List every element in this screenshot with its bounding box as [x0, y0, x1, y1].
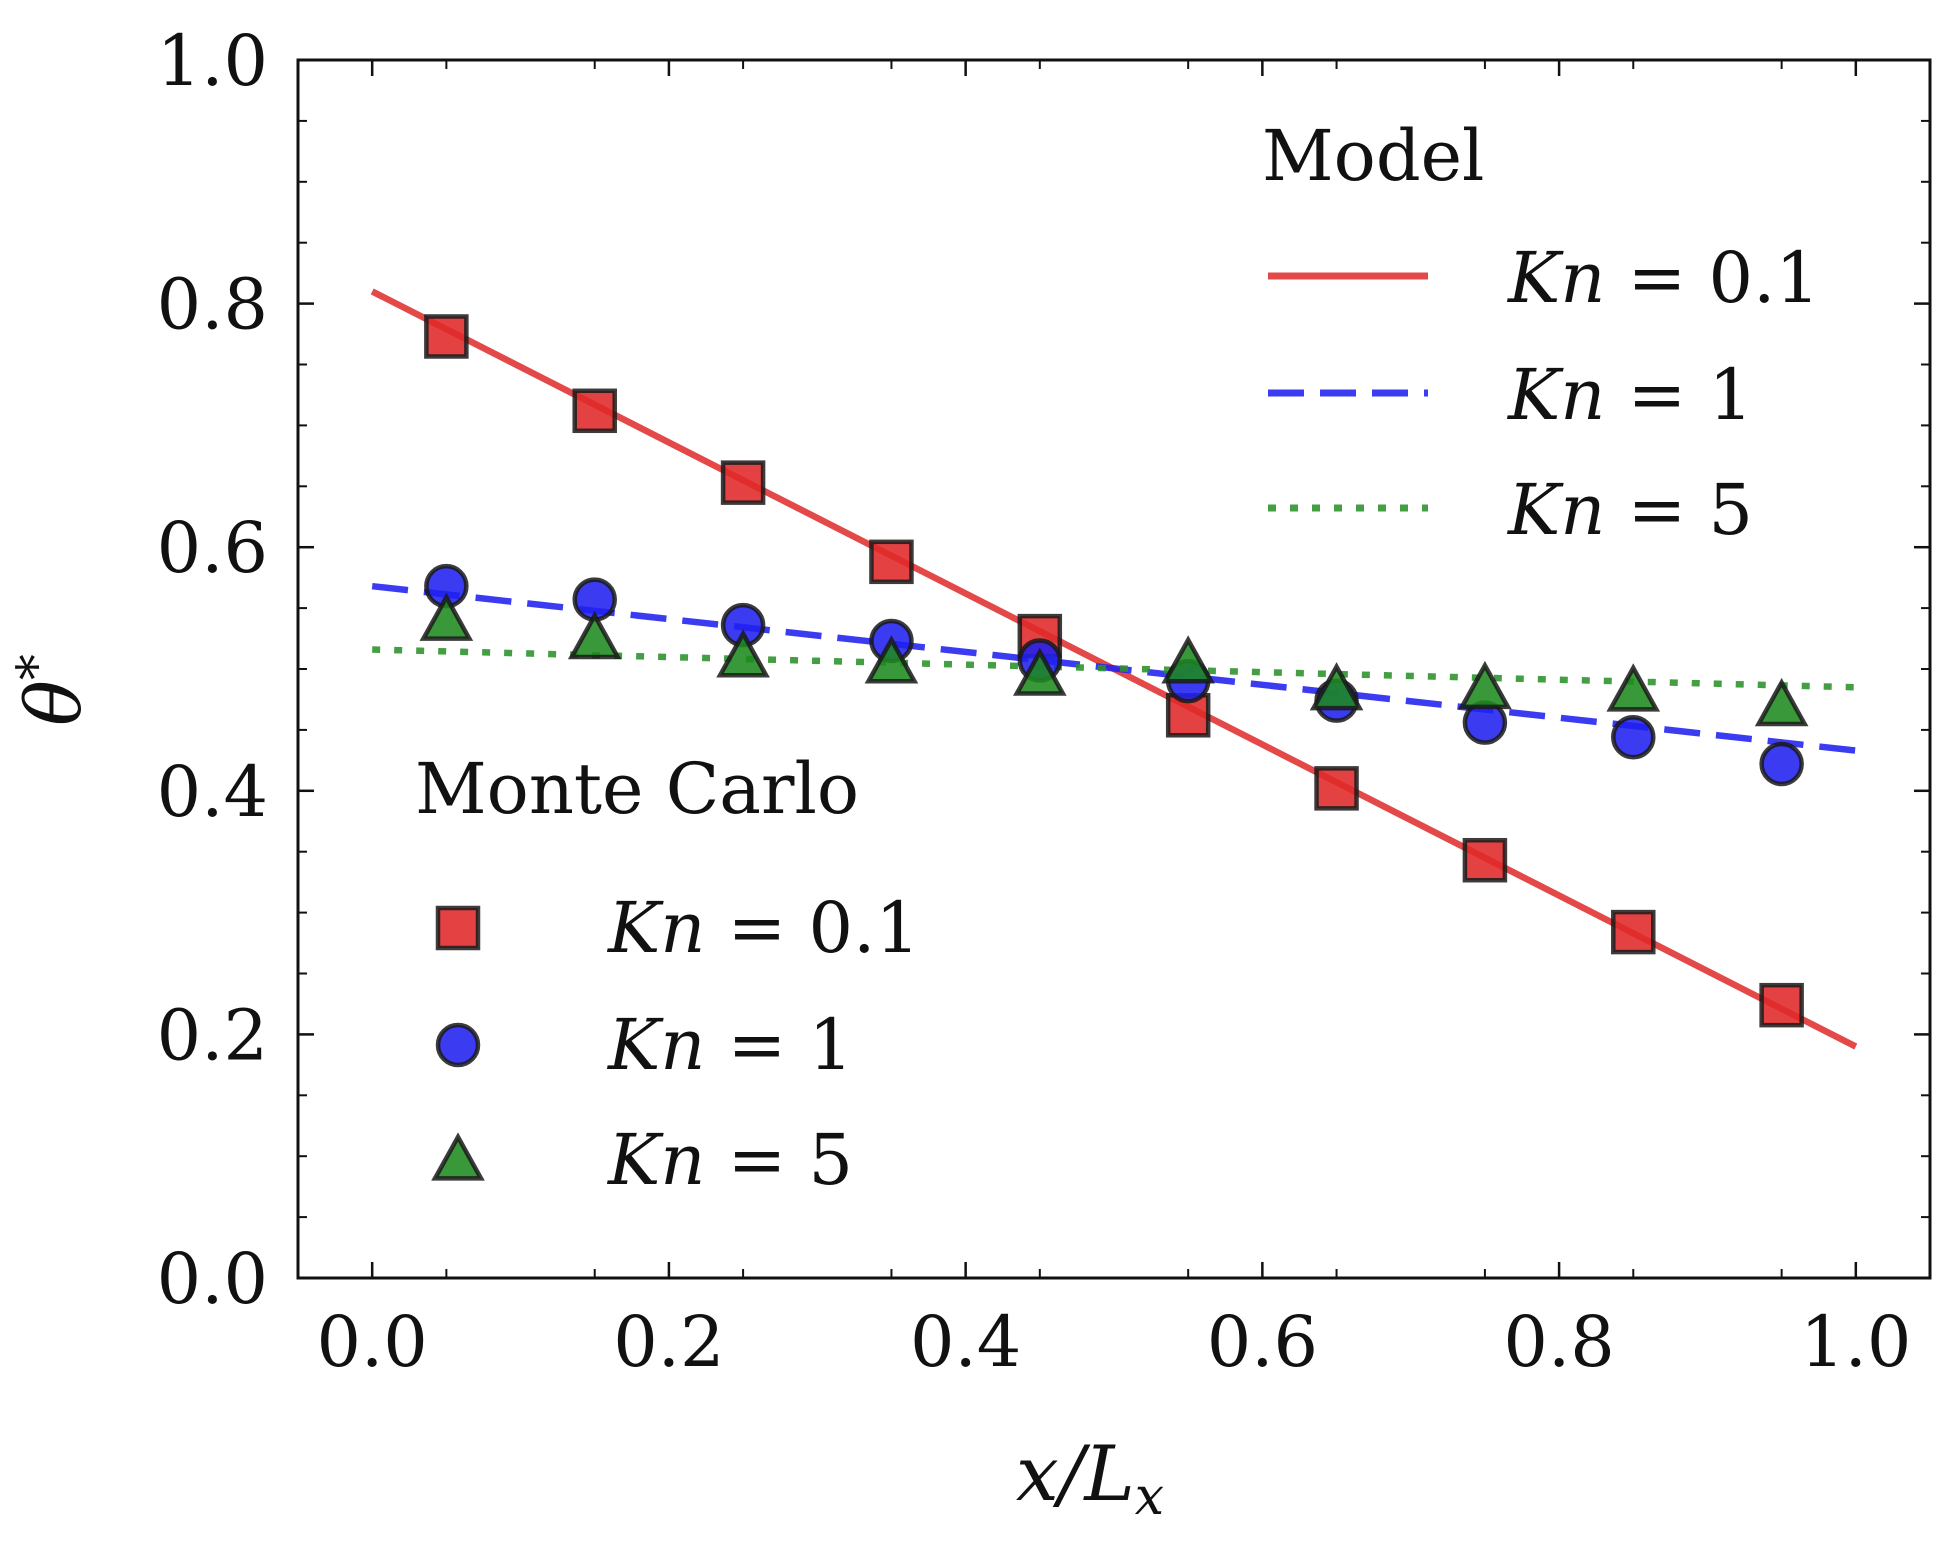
legend-mc-marker-square	[435, 905, 481, 951]
y-tick-label: 1.0	[157, 20, 268, 102]
series-kn-5	[419, 592, 1809, 727]
series-kn-0-1	[424, 314, 1804, 1028]
data-point-square	[1165, 693, 1211, 738]
legend-mc-label-kn-1: Kn = 1	[606, 1004, 853, 1086]
data-point-square	[572, 388, 617, 434]
legend-mc-marker-circle	[435, 1022, 481, 1068]
legend-mc-marker-triangle	[431, 1132, 485, 1181]
data-point-square	[1759, 982, 1804, 1028]
x-tick-label: 0.8	[1503, 1301, 1614, 1383]
x-axis-label: x/Lx	[1016, 1429, 1164, 1527]
data-point-square	[720, 460, 766, 505]
model-line-kn-1	[371, 582, 1857, 754]
legend-mc-title: Monte Carlo	[415, 748, 859, 830]
legend-model: Model Kn = 0.1 Kn = 1 Kn = 5	[1262, 115, 1820, 551]
y-tick-label: 0.6	[157, 507, 268, 589]
data-point-circle	[1759, 741, 1804, 787]
y-tick-label: 0.2	[157, 994, 268, 1076]
legend-model-title: Model	[1262, 115, 1484, 197]
plot-frame	[296, 58, 1932, 1280]
data-point-triangle	[864, 635, 919, 684]
y-axis-label: θ*	[7, 654, 98, 726]
data-point-square	[1314, 766, 1359, 811]
x-tick-label: 1.0	[1800, 1301, 1911, 1383]
legend-model-label-kn-1: Kn = 1	[1506, 354, 1753, 436]
data-point-triangle	[1012, 647, 1067, 696]
data-point-triangle	[1161, 635, 1216, 684]
data-point-triangle	[1606, 663, 1661, 712]
legend-model-label-kn-5: Kn = 5	[1506, 469, 1753, 551]
data-point-triangle	[1754, 677, 1809, 727]
legend-mc-label-kn-0-1: Kn = 0.1	[606, 887, 920, 969]
y-tick-label: 0.0	[157, 1238, 268, 1320]
data-point-triangle	[716, 629, 770, 678]
legend-model-label-kn-0-1: Kn = 0.1	[1506, 237, 1820, 319]
x-tick-label: 0.6	[1207, 1301, 1318, 1383]
data-point-triangle	[1309, 662, 1364, 711]
tick-labels: 0.0 0.2 0.4 0.6 0.8 1.0 0.0 0.2 0.4 0.6 0.8 1.0	[157, 20, 1912, 1383]
data-point-triangle	[1458, 660, 1512, 710]
x-tick-label: 0.2	[613, 1301, 724, 1383]
data-point-square	[1462, 837, 1508, 883]
legend-monte-carlo: Monte Carlo Kn = 0.1 Kn = 1 Kn = 5	[415, 748, 920, 1201]
y-tick-label: 0.4	[157, 751, 268, 833]
data-point-triangle	[567, 610, 622, 660]
data-point-square	[869, 539, 914, 585]
legend-mc-label-kn-5: Kn = 5	[606, 1119, 853, 1201]
y-tick-label: 0.8	[157, 264, 268, 346]
data-point-square	[1611, 909, 1656, 955]
data-point-circle	[1611, 714, 1656, 760]
data-point-triangle	[419, 592, 474, 641]
plot-area	[370, 288, 1858, 1050]
x-tick-label: 0.0	[317, 1301, 428, 1383]
x-tick-label: 0.4	[910, 1301, 1021, 1383]
data-point-square	[424, 314, 469, 359]
